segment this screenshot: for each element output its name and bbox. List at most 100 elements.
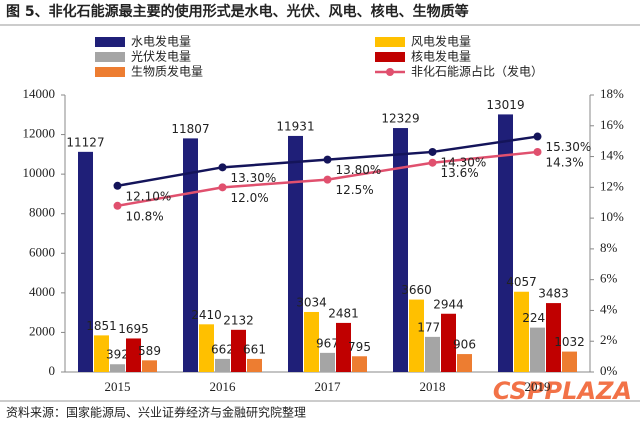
bar-label: 4057 (506, 275, 537, 289)
bar-label: 2243 (522, 311, 553, 325)
bar (183, 138, 198, 372)
line-marker (323, 155, 332, 164)
y-tick-label: 4000 (29, 284, 55, 299)
line-marker (113, 201, 122, 210)
line-label: 14.30% (441, 155, 487, 169)
y2-tick-label: 0% (600, 363, 618, 378)
bar-label: 3483 (538, 287, 569, 301)
bar (546, 303, 561, 372)
legend-swatch (375, 37, 405, 47)
bar-label: 11807 (171, 122, 209, 136)
bar (409, 299, 424, 372)
y-tick-label: 8000 (29, 205, 55, 220)
bar (352, 356, 367, 372)
line-marker (428, 158, 437, 167)
legend-label: 风电发电量 (411, 34, 471, 49)
y-tick-label: 6000 (29, 244, 55, 259)
bar (142, 360, 157, 372)
bar-label: 2481 (328, 306, 359, 320)
y2-tick-label: 6% (600, 271, 618, 286)
x-tick-label: 2016 (210, 379, 237, 394)
bar-label: 2132 (223, 313, 254, 327)
bar (247, 358, 262, 372)
legend-swatch (375, 52, 405, 62)
bar-label: 2944 (433, 297, 464, 311)
line-marker (218, 163, 227, 172)
y2-tick-label: 10% (600, 209, 624, 224)
bar (393, 128, 408, 372)
chart-title: 图 5、非化石能源最主要的使用形式是水电、光伏、风电、核电、生物质等 (6, 3, 469, 20)
legend-label: 水电发电量 (131, 34, 191, 49)
x-tick-label: 2017 (315, 379, 342, 394)
bar-label: 2410 (191, 308, 222, 322)
bar (514, 291, 529, 372)
line-label: 13.6% (441, 166, 479, 180)
line-label: 15.30% (546, 140, 592, 154)
bar-label: 11127 (66, 135, 104, 149)
bar-label: 1032 (554, 335, 585, 349)
bar (441, 313, 456, 372)
bar (457, 354, 472, 372)
x-tick-label: 2015 (105, 379, 131, 394)
bar-label: 3034 (296, 295, 327, 309)
bar (199, 324, 214, 372)
legend-swatch (95, 67, 125, 77)
line-label: 12.10% (126, 189, 172, 203)
bar (126, 338, 141, 372)
bar (288, 135, 303, 372)
bar-label: 662 (211, 342, 234, 356)
bar (562, 351, 577, 372)
line-label: 13.30% (231, 171, 277, 185)
line-marker (218, 183, 227, 192)
bar (336, 322, 351, 372)
bar-label: 13019 (486, 98, 524, 112)
y2-tick-label: 16% (600, 117, 624, 132)
line-marker (533, 147, 542, 156)
bar-label: 392 (106, 348, 129, 362)
bar-label: 3660 (401, 283, 432, 297)
watermark: CSPPLAZA (493, 377, 632, 405)
x-tick-label: 2019 (525, 379, 551, 394)
x-tick-label: 2018 (420, 379, 446, 394)
bar-label: 967 (316, 336, 339, 350)
y2-tick-label: 8% (600, 240, 618, 255)
bar-label: 589 (138, 344, 161, 358)
bar-label: 1851 (86, 319, 117, 333)
bar (215, 358, 230, 372)
bar (94, 335, 109, 372)
bar-label: 661 (243, 342, 266, 356)
bar (78, 151, 93, 372)
bar-label: 11931 (276, 119, 314, 133)
legend-label: 核电发电量 (411, 49, 471, 64)
bar (320, 352, 335, 372)
bar (231, 329, 246, 372)
bar-label: 795 (348, 340, 371, 354)
line-marker (113, 181, 122, 190)
y-tick-label: 0 (49, 363, 56, 378)
y2-tick-label: 4% (600, 301, 618, 316)
y-tick-label: 14000 (23, 86, 56, 101)
line-label: 13.80% (336, 163, 382, 177)
bar (304, 311, 319, 372)
y2-tick-label: 12% (600, 178, 624, 193)
bar-label: 12329 (381, 112, 419, 126)
legend-label: 光伏发电量 (131, 49, 191, 64)
line-label: 10.8% (126, 209, 164, 223)
y-tick-label: 12000 (23, 126, 56, 141)
line-marker (323, 175, 332, 184)
legend-label: 生物质发电量 (131, 64, 203, 79)
legend-swatch (386, 68, 394, 76)
bar (498, 114, 513, 372)
source: 资料来源：国家能源局、兴业证券经济与金融研究院整理 (6, 405, 306, 420)
bar (110, 364, 125, 372)
y-tick-label: 2000 (29, 323, 55, 338)
y-tick-label: 10000 (23, 165, 56, 180)
bar-label: 906 (453, 338, 476, 352)
legend-swatch (95, 37, 125, 47)
line-marker (428, 147, 437, 156)
legend-swatch (95, 52, 125, 62)
bar (530, 327, 545, 372)
bar-label: 1775 (417, 320, 448, 334)
bar (425, 336, 440, 372)
